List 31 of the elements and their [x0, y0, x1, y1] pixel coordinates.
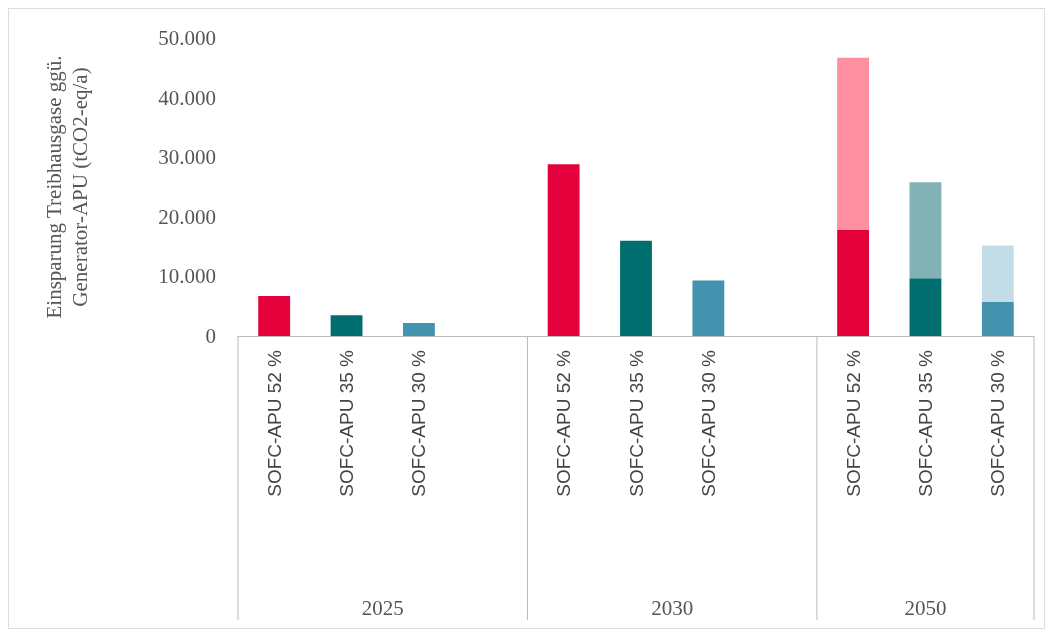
- y-tick-label: 20.000: [158, 204, 216, 229]
- bar: [909, 182, 942, 279]
- bar: [909, 278, 942, 336]
- bar: [547, 164, 580, 336]
- y-tick-label: 50.000: [158, 26, 216, 50]
- bar: [402, 322, 435, 336]
- y-axis-title: Einsparung Treibhausgase ggü. Generator-APU (tCO2-eq/a): [42, 55, 92, 319]
- bar: [620, 240, 652, 336]
- y-tick-label: 40.000: [158, 85, 216, 110]
- x-tick-label: SOFC-APU 35 %: [625, 349, 647, 497]
- bar: [258, 296, 291, 336]
- x-tick-label: SOFC-APU 52 %: [263, 349, 285, 497]
- x-tick-label: SOFC-APU 35 %: [336, 349, 358, 497]
- bar: [981, 302, 1014, 336]
- x-tick-label: SOFC-APU 30 %: [697, 349, 719, 497]
- x-tick-label: SOFC-APU 52 %: [842, 349, 864, 497]
- bar: [981, 245, 1014, 303]
- y-tick-label: 0: [205, 324, 216, 348]
- x-tick-label: SOFC-APU 30 %: [408, 349, 430, 497]
- x-tick-label: SOFC-APU 35 %: [914, 349, 936, 497]
- text: 2030: [651, 596, 694, 620]
- y-tick-label: 10.000: [158, 264, 216, 289]
- y-tick-label: 30.000: [158, 145, 216, 170]
- x-tick-label: SOFC-APU 30 %: [987, 349, 1009, 497]
- bar: [692, 280, 725, 336]
- bar: [837, 57, 870, 230]
- bar: [837, 229, 870, 336]
- text: 2025: [361, 596, 404, 620]
- x-tick-label: SOFC-APU 52 %: [553, 349, 575, 497]
- bar: [330, 315, 363, 336]
- text: 2050: [904, 596, 947, 620]
